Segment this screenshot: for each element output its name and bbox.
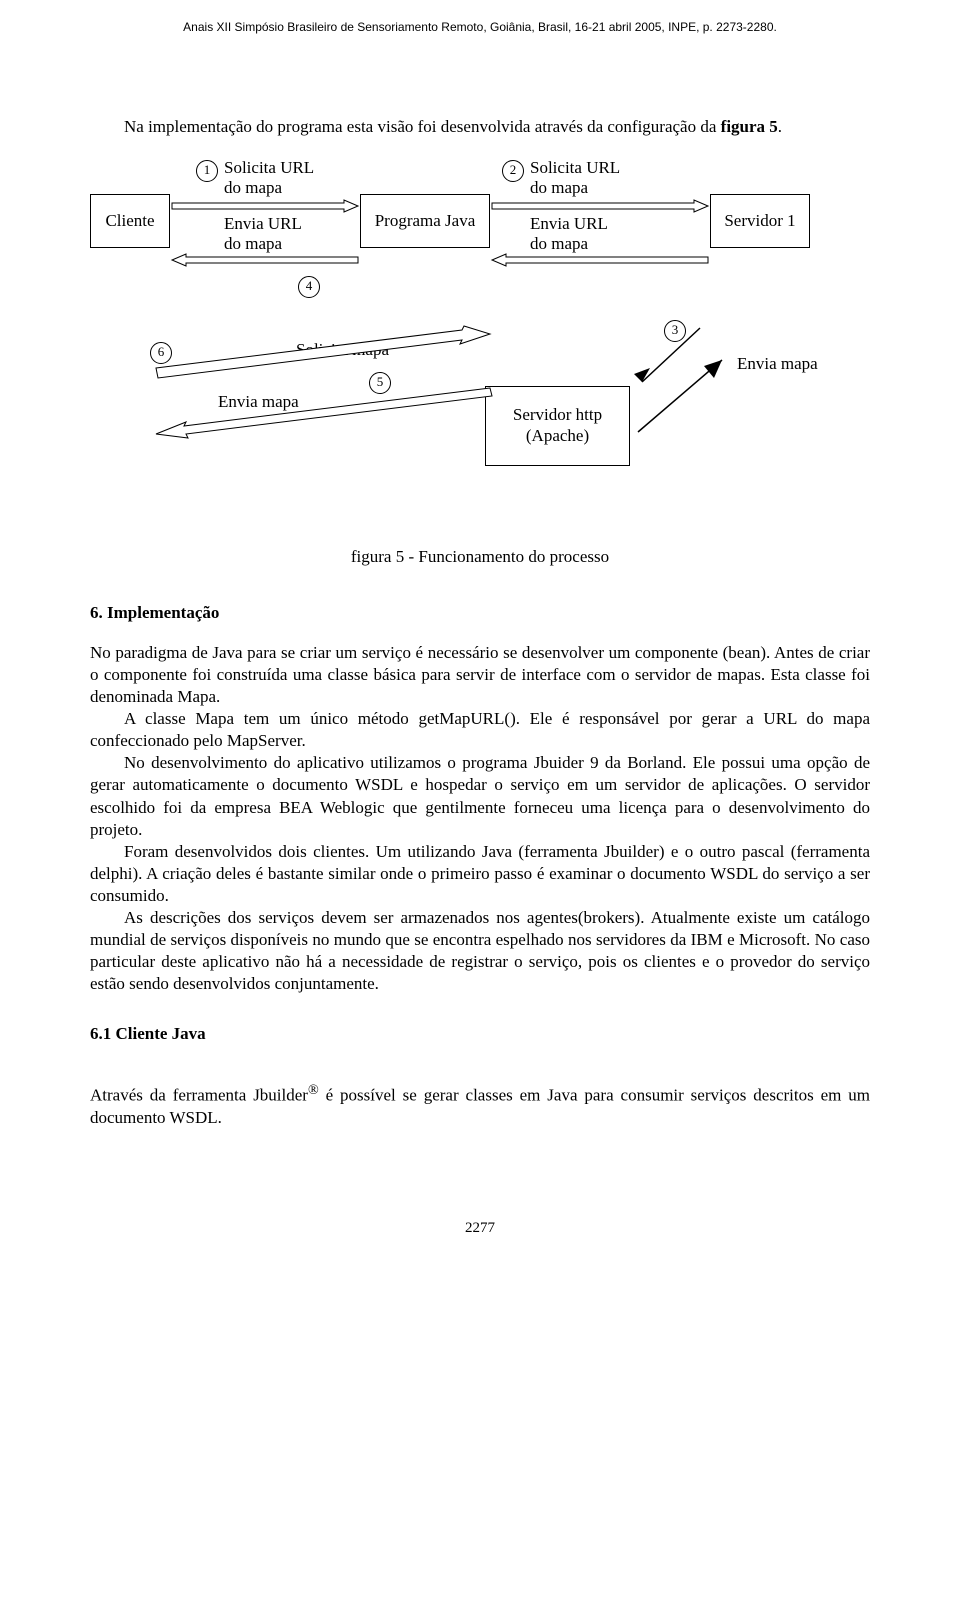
paragraph-2: A classe Mapa tem um único método getMap… — [90, 708, 870, 752]
intro-suffix: . — [778, 117, 782, 136]
para6-prefix: Através da ferramenta Jbuilder — [90, 1086, 308, 1105]
step-circle-2-num: 2 — [510, 162, 517, 179]
step-circle-1-num: 1 — [204, 162, 211, 179]
node-servidor-http-l1: Servidor http — [513, 405, 602, 425]
node-cliente: Cliente — [90, 194, 170, 248]
label-solicita-url-1b: do mapa — [224, 178, 282, 198]
section-6-1-title: 6.1 Cliente Java — [90, 1023, 870, 1045]
step-circle-5-num: 5 — [377, 374, 384, 391]
label-envia-mapa-2: Envia mapa — [737, 354, 818, 374]
label-solicita-mapa: Solicita mapa — [296, 340, 389, 360]
node-programa-java: Programa Java — [360, 194, 490, 248]
figure-5-caption: figura 5 - Funcionamento do processo — [90, 546, 870, 568]
figure-5-diagram: Cliente Programa Java Servidor 1 Servido… — [90, 156, 870, 536]
node-cliente-label: Cliente — [105, 210, 154, 232]
step-circle-6-num: 6 — [158, 344, 165, 361]
step-circle-3-num: 3 — [672, 322, 679, 339]
node-servidor-http-l2: (Apache) — [526, 426, 589, 446]
arrow-envia-mapa-right — [634, 352, 734, 442]
node-programa-java-label: Programa Java — [375, 210, 476, 232]
conference-header: Anais XII Simpósio Brasileiro de Sensori… — [90, 20, 870, 36]
intro-bold: figura 5 — [721, 117, 778, 136]
step-circle-4-num: 4 — [306, 278, 313, 295]
registered-mark: ® — [308, 1082, 319, 1098]
arrow-2-right — [492, 200, 708, 212]
label-solicita-url-1a: Solicita URL — [224, 158, 314, 178]
label-envia-mapa-1: Envia mapa — [218, 392, 299, 412]
paragraph-6: Através da ferramenta Jbuilder® é possív… — [90, 1081, 870, 1129]
step-circle-5: 5 — [369, 372, 391, 394]
paragraph-3: No desenvolvimento do aplicativo utiliza… — [90, 752, 870, 840]
label-solicita-url-2b: do mapa — [530, 178, 588, 198]
node-servidor-http: Servidor http (Apache) — [485, 386, 630, 466]
arrow-1-left — [172, 254, 358, 266]
label-envia-url-2a: Envia URL — [530, 214, 608, 234]
paragraph-1: No paradigma de Java para se criar um se… — [90, 642, 870, 708]
paragraph-4: Foram desenvolvidos dois clientes. Um ut… — [90, 841, 870, 907]
node-servidor1-label: Servidor 1 — [724, 210, 795, 232]
node-servidor1: Servidor 1 — [710, 194, 810, 248]
step-circle-4: 4 — [298, 276, 320, 298]
arrow-envia-mapa-left — [156, 388, 496, 444]
label-envia-url-1b: do mapa — [224, 234, 282, 254]
step-circle-2: 2 — [502, 160, 524, 182]
arrow-2-left — [492, 254, 708, 266]
step-circle-6: 6 — [150, 342, 172, 364]
arrow-1-right — [172, 200, 358, 212]
label-envia-url-1a: Envia URL — [224, 214, 302, 234]
page-number: 2277 — [90, 1219, 870, 1239]
intro-prefix: Na implementação do programa esta visão … — [124, 117, 721, 136]
label-solicita-url-2a: Solicita URL — [530, 158, 620, 178]
label-envia-url-2b: do mapa — [530, 234, 588, 254]
step-circle-3: 3 — [664, 320, 686, 342]
step-circle-1: 1 — [196, 160, 218, 182]
section-6-title: 6. Implementação — [90, 602, 870, 624]
intro-paragraph: Na implementação do programa esta visão … — [90, 116, 870, 138]
paragraph-5: As descrições dos serviços devem ser arm… — [90, 907, 870, 995]
